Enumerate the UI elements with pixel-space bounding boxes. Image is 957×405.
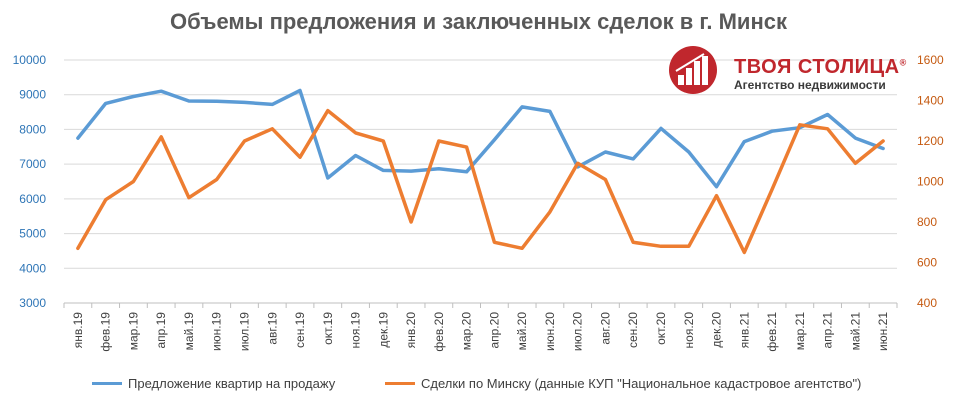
x-tick-label-3: апр.19	[154, 312, 168, 349]
x-axis: янв.19 фев.19 мар.19 апр.19 май.19 июн.19 июл.…	[63, 302, 898, 352]
y-left-tick-label-4: 7000	[19, 157, 46, 171]
x-tick-label-17: июн.20	[543, 312, 557, 351]
y-left-tick-label-6: 9000	[19, 88, 46, 102]
x-tick-label-25: фев.21	[765, 312, 779, 352]
x-tick-label-14: мар.20	[460, 312, 474, 351]
logo-subtitle: Агентство недвижимости	[734, 78, 886, 92]
x-tick-label-13: фев.20	[432, 312, 446, 352]
x-tick-label-8: сен.19	[293, 312, 307, 348]
x-tick-label-16: май.20	[515, 312, 529, 351]
y-left-tick-label-0: 3000	[19, 296, 46, 310]
x-tick-label-19: авг.20	[598, 312, 612, 345]
x-tick-label-1: фев.19	[99, 312, 113, 352]
agency-logo: ТВОЯ СТОЛИЦА® Агентство недвижимости	[664, 45, 924, 95]
x-tick-label-20: сен.20	[626, 312, 640, 348]
y-right-tick-label-0: 400	[917, 296, 937, 310]
y-axis-left: 3000 4000 5000 6000 7000 8000 9000 10000	[13, 53, 47, 310]
series-lines	[76, 88, 885, 255]
x-tick-label-11: дек.19	[376, 312, 390, 348]
x-tick-label-12: янв.20	[404, 312, 418, 349]
legend-label-deals: Сделки по Минску (данные КУП "Национальн…	[421, 375, 862, 391]
y-right-tick-label-2: 800	[917, 215, 937, 229]
series-line-0	[76, 88, 885, 189]
building-logo-icon	[669, 46, 717, 94]
x-tick-label-2: мар.19	[126, 312, 140, 351]
legend-item-deals: Сделки по Минску (данные КУП "Национальн…	[385, 374, 861, 392]
x-tick-label-22: ноя.20	[682, 312, 696, 349]
x-tick-label-24: янв.21	[737, 312, 751, 349]
y-right-tick-label-4: 1200	[917, 134, 944, 148]
chart-title: Объемы предложения и заключенных сделок …	[170, 9, 787, 34]
x-tick-label-7: авг.19	[265, 312, 279, 345]
x-tick-label-6: июл.19	[237, 312, 251, 351]
y-left-tick-label-2: 5000	[19, 227, 46, 241]
x-tick-label-29: июн.21	[876, 312, 890, 351]
x-tick-label-27: апр.21	[821, 312, 835, 349]
x-tick-label-10: ноя.19	[349, 312, 363, 349]
x-tick-label-18: июл.20	[571, 312, 585, 351]
legend-swatch-offer	[92, 381, 122, 385]
x-tick-label-21: окт.20	[654, 312, 668, 345]
x-tick-label-5: июн.19	[210, 312, 224, 351]
logo-wordmark: ТВОЯ СТОЛИЦА®	[734, 56, 907, 78]
y-right-tick-label-5: 1400	[917, 94, 944, 108]
legend-swatch-deals	[385, 381, 415, 385]
x-tick-label-0: янв.19	[71, 312, 85, 349]
y-right-tick-label-1: 600	[917, 256, 937, 270]
x-tick-label-4: май.19	[182, 312, 196, 351]
y-left-tick-label-7: 10000	[13, 53, 47, 67]
series-line-1	[76, 108, 885, 255]
y-left-tick-label-3: 6000	[19, 192, 46, 206]
x-tick-label-9: окт.19	[321, 312, 335, 345]
x-tick-label-26: мар.21	[793, 312, 807, 351]
y-right-tick-label-3: 1000	[917, 175, 944, 189]
y-axis-right: 400 600 800 1000 1200 1400 1600	[917, 53, 944, 310]
x-tick-label-15: апр.20	[487, 312, 501, 349]
y-right-tick-label-6: 1600	[917, 53, 944, 67]
x-tick-label-23: дек.20	[710, 312, 724, 348]
y-left-tick-label-1: 4000	[19, 261, 46, 275]
y-left-tick-label-5: 8000	[19, 122, 46, 136]
legend-item-offer: Предложение квартир на продажу	[92, 374, 335, 392]
gridlines	[64, 59, 897, 304]
legend-label-offer: Предложение квартир на продажу	[128, 375, 336, 391]
x-tick-label-28: май.21	[848, 312, 862, 351]
